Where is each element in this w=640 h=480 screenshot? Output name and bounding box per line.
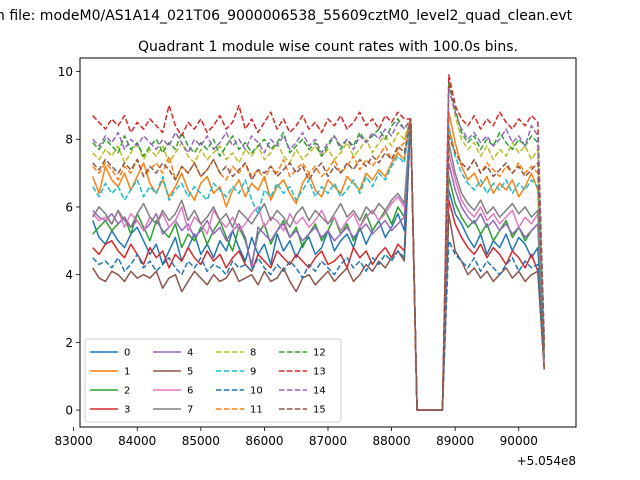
x-offset-label: +5.054e8 [517, 454, 576, 468]
y-axis: 0 2 4 6 8 10 [58, 65, 80, 418]
series-line-14 [92, 87, 545, 411]
legend-label-1: 1 [124, 367, 130, 378]
y-tick-label: 4 [65, 268, 73, 282]
y-tick-label: 6 [65, 200, 73, 214]
chart-title: Quadrant 1 module wise count rates with … [138, 39, 518, 55]
x-tick-label: 87000 [309, 434, 347, 448]
series-line-3 [92, 118, 545, 411]
figure-suptitle: n file: modeM0/AS1A14_021T06_9000006538_… [0, 8, 573, 24]
legend-label-6: 6 [187, 386, 193, 397]
legend-label-9: 9 [250, 367, 256, 378]
legend-label-5: 5 [187, 367, 193, 378]
legend-frame [84, 338, 342, 423]
series-line-10 [92, 118, 545, 411]
x-tick-label: 84000 [118, 434, 156, 448]
series-line-15 [92, 118, 545, 411]
legend-label-14: 14 [313, 386, 326, 397]
series-line-4 [92, 118, 545, 411]
legend-label-8: 8 [250, 348, 256, 359]
series-line-6 [92, 118, 545, 411]
legend-label-10: 10 [250, 386, 263, 397]
x-tick-label: 85000 [182, 434, 220, 448]
x-tick-label: 89000 [436, 434, 474, 448]
y-tick-label: 10 [58, 65, 73, 79]
x-tick-label: 83000 [55, 434, 93, 448]
x-tick-label: 90000 [500, 434, 538, 448]
legend-label-7: 7 [187, 405, 193, 416]
legend-label-12: 12 [313, 348, 326, 359]
series-line-9 [92, 118, 545, 411]
y-tick-label: 2 [65, 336, 73, 350]
legend-label-13: 13 [313, 367, 326, 378]
y-tick-label: 0 [65, 404, 73, 418]
series-line-13 [92, 74, 545, 411]
series-layer [92, 74, 545, 411]
series-line-0 [92, 118, 545, 411]
legend-label-2: 2 [124, 386, 130, 397]
x-axis: 83000 84000 85000 86000 87000 88000 89000 90000 [55, 427, 538, 448]
legend-label-4: 4 [187, 348, 193, 359]
series-line-5 [92, 118, 545, 411]
legend-label-15: 15 [313, 405, 326, 416]
legend-label-11: 11 [250, 405, 263, 416]
legend-label-3: 3 [124, 405, 130, 416]
y-tick-label: 8 [65, 133, 73, 147]
x-tick-label: 86000 [245, 434, 283, 448]
plot-area [79, 57, 577, 428]
legend-label-0: 0 [124, 348, 130, 359]
x-tick-label: 88000 [372, 434, 410, 448]
series-line-7 [92, 118, 545, 411]
